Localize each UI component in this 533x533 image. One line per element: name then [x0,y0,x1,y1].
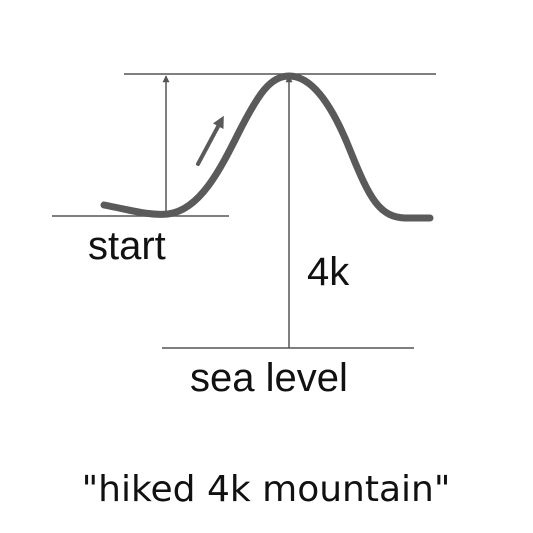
height-label: 4k [307,250,350,294]
ascent-direction-arrow [196,115,224,166]
mountain-profile-curve [100,72,434,222]
diagram-caption: "hiked 4k mountain" [82,469,451,510]
start-label: start [88,224,166,268]
sea-level-label: sea level [190,356,348,400]
